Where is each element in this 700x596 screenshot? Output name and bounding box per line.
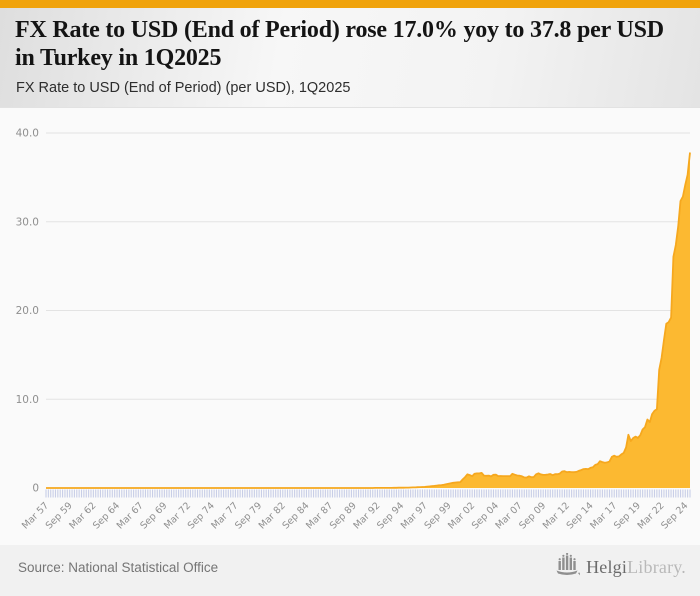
logo-text-library: Library. (627, 557, 686, 577)
x-quarter-ticks (45, 489, 691, 498)
helgi-library-logo: HelgiLibrary. (554, 552, 686, 582)
logo-text-helgi: Helgi (586, 557, 628, 577)
x-tick-label: Sep 24 (659, 500, 690, 531)
helgi-library-logo-text: HelgiLibrary. (586, 557, 686, 578)
chart-subtitle: FX Rate to USD (End of Period) (per USD)… (16, 79, 351, 96)
y-axis-labels: 0 10.0 20.0 30.0 40.0 (16, 128, 39, 495)
y-tick-label: 10.0 (16, 394, 39, 406)
y-tick-label: 20.0 (16, 305, 39, 317)
chart-area: 0 10.0 20.0 30.0 40.0 Mar 57 Sep 59 Mar 62 Sep 6… (0, 108, 700, 545)
y-gridlines (46, 132, 690, 400)
chart-header: FX Rate to USD (End of Period) rose 17.0… (0, 8, 700, 108)
fx-rate-series (46, 152, 691, 489)
area-fill (46, 152, 690, 488)
y-tick-label: 0 (32, 483, 39, 495)
top-accent-bar (0, 0, 700, 8)
y-tick-label: 30.0 (16, 216, 39, 228)
chart-footer: Source: National Statistical Office (0, 545, 700, 596)
page-title: FX Rate to USD (End of Period) rose 17.0… (15, 17, 664, 71)
source-text: Source: National Statistical Office (18, 560, 219, 575)
area-edge-line (46, 152, 691, 489)
y-tick-label: 40.0 (16, 128, 39, 140)
helgi-library-logo-icon (554, 552, 581, 582)
